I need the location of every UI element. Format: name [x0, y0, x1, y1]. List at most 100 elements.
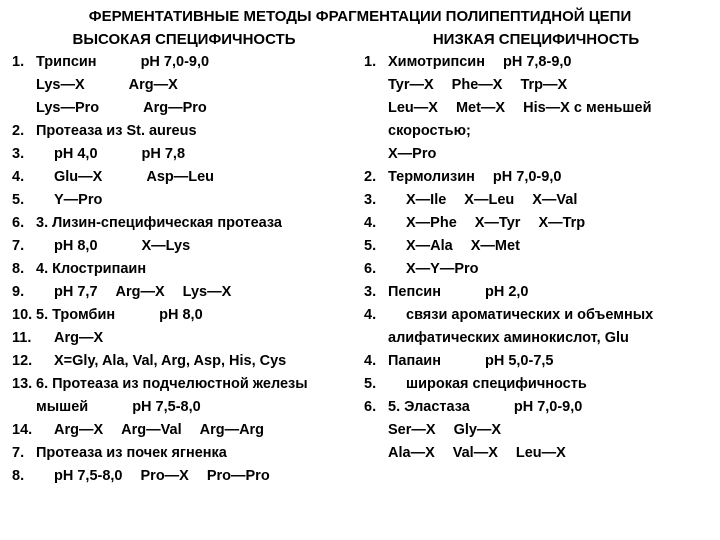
row-text: X—AlaX—Met	[388, 236, 708, 257]
row-text: мышейpH 7,5-8,0	[36, 397, 356, 418]
row-text: Glu—XAsp—Leu	[36, 167, 356, 188]
row-text: X—Y—Pro	[388, 259, 708, 280]
list-row: 2.Протеаза из St. aureus	[12, 121, 356, 142]
row-text: pH 8,0X—Lys	[36, 236, 356, 257]
row-text: X—PheX—TyrX—Trp	[388, 213, 708, 234]
row-text: ПапаинpH 5,0-7,5	[388, 351, 708, 372]
list-row: 3.X—IleX—LeuX—Val	[364, 190, 708, 211]
list-row: 3.ПепсинpH 2,0	[364, 282, 708, 303]
row-number: 12.	[12, 351, 36, 372]
list-row: Ser—XGly—X	[364, 420, 708, 441]
row-number: 8.	[12, 259, 36, 280]
list-row: 9.pH 7,7Arg—XLys—X	[12, 282, 356, 303]
row-number: 4.	[12, 167, 36, 188]
row-number: 4.	[364, 305, 388, 326]
row-text: ПепсинpH 2,0	[388, 282, 708, 303]
list-row: 1.ХимотрипсинpH 7,8-9,0	[364, 52, 708, 73]
row-text: связи ароматических и объемных	[388, 305, 708, 326]
list-row: Tyr—XPhe—XTrp—X	[364, 75, 708, 96]
list-row: 13.6. Протеаза из подчелюстной железы	[12, 374, 356, 395]
list-row: Lys—XArg—X	[12, 75, 356, 96]
row-number: 6.	[364, 397, 388, 418]
row-text: широкая специфичность	[388, 374, 708, 395]
row-text: Arg—XArg—ValArg—Arg	[36, 420, 356, 441]
row-number: 5.	[364, 374, 388, 395]
row-text: Leu—XMet—XHis—X с меньшей	[388, 98, 708, 119]
list-row: 1.ТрипсинpH 7,0-9,0	[12, 52, 356, 73]
row-number: 2.	[12, 121, 36, 142]
left-list: 1.ТрипсинpH 7,0-9,0Lys—XArg—XLys—ProArg—…	[12, 52, 356, 487]
row-number: 14.	[12, 420, 36, 441]
row-text: pH 7,7Arg—XLys—X	[36, 282, 356, 303]
row-text: X—IleX—LeuX—Val	[388, 190, 708, 211]
right-column: НИЗКАЯ СПЕЦИФИЧНОСТЬ 1.ХимотрипсинpH 7,8…	[364, 31, 708, 489]
list-row: 6.3. Лизин-специфическая протеаза	[12, 213, 356, 234]
row-text: 3. Лизин-специфическая протеаза	[36, 213, 356, 234]
list-row: 12.X=Gly, Ala, Val, Arg, Asp, His, Cys	[12, 351, 356, 372]
row-text: Lys—ProArg—Pro	[36, 98, 356, 119]
list-row: 6.5. ЭластазаpH 7,0-9,0	[364, 397, 708, 418]
list-row: 5.X—AlaX—Met	[364, 236, 708, 257]
row-text: 6. Протеаза из подчелюстной железы	[36, 374, 356, 395]
page-title: ФЕРМЕНТАТИВНЫЕ МЕТОДЫ ФРАГМЕНТАЦИИ ПОЛИП…	[12, 8, 708, 25]
list-row: 8.pH 7,5-8,0Pro—XPro—Pro	[12, 466, 356, 487]
left-heading: ВЫСОКАЯ СПЕЦИФИЧНОСТЬ	[12, 31, 356, 48]
list-row: 7.Протеаза из почек ягненка	[12, 443, 356, 464]
list-row: алифатических аминокислот, Glu	[364, 328, 708, 349]
row-number: 7.	[12, 236, 36, 257]
row-text: Протеаза из почек ягненка	[36, 443, 356, 464]
row-number: 4.	[364, 213, 388, 234]
row-text: Ala—XVal—XLeu—X	[388, 443, 708, 464]
list-row: 7.pH 8,0X—Lys	[12, 236, 356, 257]
right-heading: НИЗКАЯ СПЕЦИФИЧНОСТЬ	[364, 31, 708, 48]
row-number: 2.	[364, 167, 388, 188]
left-column: ВЫСОКАЯ СПЕЦИФИЧНОСТЬ 1.ТрипсинpH 7,0-9,…	[12, 31, 356, 489]
row-number: 3.	[12, 144, 36, 165]
row-number: 13.	[12, 374, 36, 395]
row-number: 5.	[364, 236, 388, 257]
list-row: Leu—XMet—XHis—X с меньшей	[364, 98, 708, 119]
list-row: 5.широкая специфичность	[364, 374, 708, 395]
row-number: 10.	[12, 305, 36, 326]
row-text: алифатических аминокислот, Glu	[388, 328, 708, 349]
list-row: 3.pH 4,0pH 7,8	[12, 144, 356, 165]
row-text: скоростью;	[388, 121, 708, 142]
list-row: 4.ПапаинpH 5,0-7,5	[364, 351, 708, 372]
row-text: ТермолизинpH 7,0-9,0	[388, 167, 708, 188]
list-row: скоростью;	[364, 121, 708, 142]
row-text: 4. Клострипаин	[36, 259, 356, 280]
columns: ВЫСОКАЯ СПЕЦИФИЧНОСТЬ 1.ТрипсинpH 7,0-9,…	[12, 31, 708, 489]
row-number: 9.	[12, 282, 36, 303]
row-text: Y—Pro	[36, 190, 356, 211]
list-row: 11.Arg—X	[12, 328, 356, 349]
row-number: 7.	[12, 443, 36, 464]
row-text: Lys—XArg—X	[36, 75, 356, 96]
row-number: 8.	[12, 466, 36, 487]
list-row: 4.связи ароматических и объемных	[364, 305, 708, 326]
list-row: Ala—XVal—XLeu—X	[364, 443, 708, 464]
row-number: 6.	[12, 213, 36, 234]
list-row: 2.ТермолизинpH 7,0-9,0	[364, 167, 708, 188]
row-number: 1.	[364, 52, 388, 73]
list-row: 4.Glu—XAsp—Leu	[12, 167, 356, 188]
row-text: pH 7,5-8,0Pro—XPro—Pro	[36, 466, 356, 487]
list-row: X—Pro	[364, 144, 708, 165]
row-text: Arg—X	[36, 328, 356, 349]
list-row: 10.5. ТромбинpH 8,0	[12, 305, 356, 326]
list-row: 14.Arg—XArg—ValArg—Arg	[12, 420, 356, 441]
row-number: 6.	[364, 259, 388, 280]
list-row: 5.Y—Pro	[12, 190, 356, 211]
row-number: 11.	[12, 328, 36, 349]
row-number: 5.	[12, 190, 36, 211]
row-text: Tyr—XPhe—XTrp—X	[388, 75, 708, 96]
row-number: 4.	[364, 351, 388, 372]
row-number: 3.	[364, 190, 388, 211]
row-text: X=Gly, Ala, Val, Arg, Asp, His, Cys	[36, 351, 356, 372]
row-text: ТрипсинpH 7,0-9,0	[36, 52, 356, 73]
row-number: 1.	[12, 52, 36, 73]
row-text: ХимотрипсинpH 7,8-9,0	[388, 52, 708, 73]
row-text: pH 4,0pH 7,8	[36, 144, 356, 165]
row-text: 5. ТромбинpH 8,0	[36, 305, 356, 326]
list-row: 4.X—PheX—TyrX—Trp	[364, 213, 708, 234]
row-text: Протеаза из St. aureus	[36, 121, 356, 142]
